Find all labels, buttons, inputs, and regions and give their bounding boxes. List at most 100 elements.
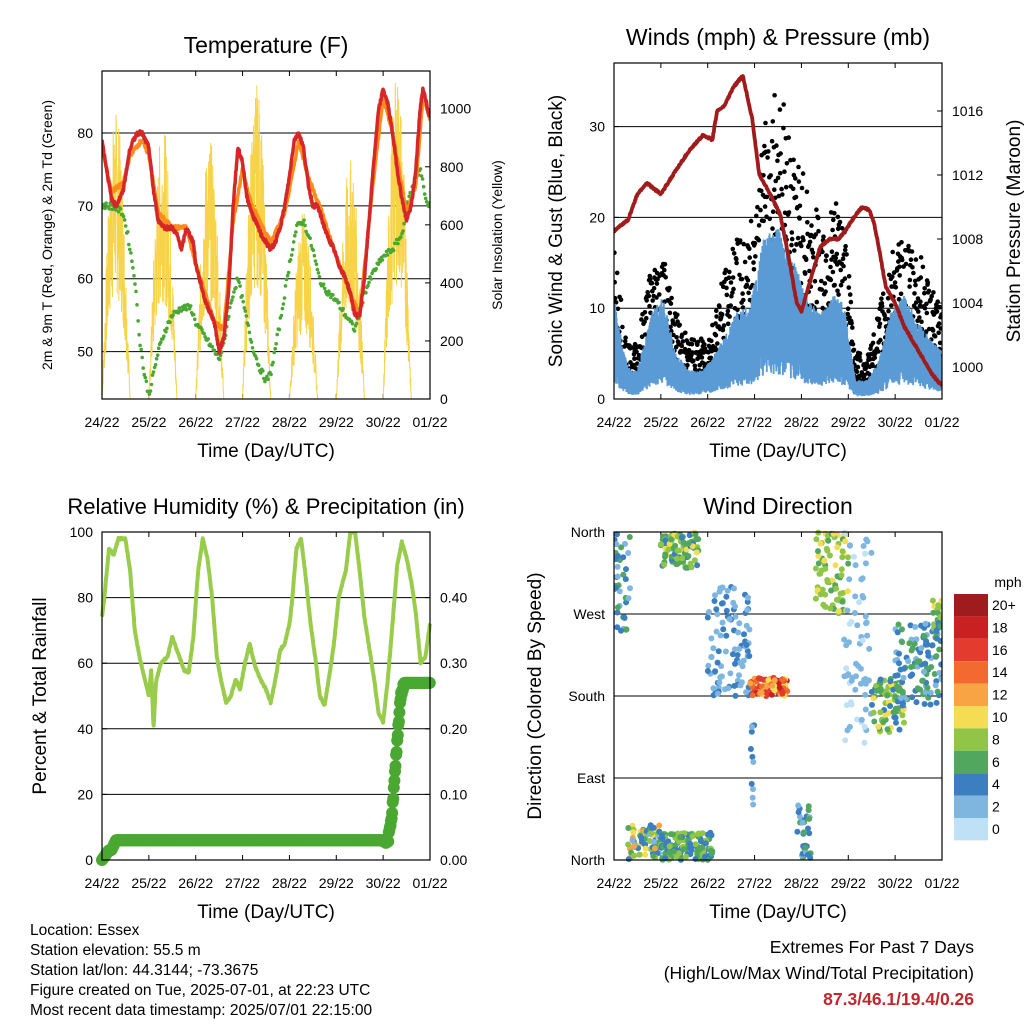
direction-point xyxy=(747,680,754,687)
colorbar-swatch xyxy=(954,683,988,706)
colorbar-label: 10 xyxy=(992,709,1008,725)
gust-point xyxy=(726,275,732,281)
direction-point xyxy=(795,809,802,816)
gust-point xyxy=(642,319,647,325)
gust-point xyxy=(802,271,808,276)
gust-point xyxy=(846,274,852,279)
gust-point xyxy=(797,216,802,221)
y2-axis-label: Solar Insolation (Yellow) xyxy=(489,160,505,310)
gust-point xyxy=(885,296,891,301)
x-axis-label: Time (Day/UTC) xyxy=(197,902,335,923)
dewpoint-point xyxy=(155,353,160,358)
gust-point xyxy=(911,270,916,276)
direction-point xyxy=(862,706,869,713)
dewpoint-point xyxy=(142,372,147,377)
gust-point xyxy=(797,203,803,209)
direction-point xyxy=(704,668,711,674)
gust-point xyxy=(876,316,882,322)
dewpoint-point xyxy=(133,282,137,286)
dewpoint-point xyxy=(249,340,254,344)
direction-point xyxy=(907,673,914,679)
gust-point xyxy=(848,299,854,305)
dewpoint-point xyxy=(161,337,165,341)
y-tick-label: 80 xyxy=(77,590,93,606)
y2-tick-label: 0.20 xyxy=(440,721,467,737)
station-info: Location: Essex Station elevation: 55.5 … xyxy=(30,921,372,1021)
gust-point xyxy=(813,232,818,237)
direction-point xyxy=(905,658,912,665)
direction-point xyxy=(642,845,649,852)
dewpoint-point xyxy=(352,329,357,333)
direction-point xyxy=(916,658,923,665)
gust-point xyxy=(838,267,843,273)
dewpoint-point xyxy=(247,330,252,335)
dewpoint-point xyxy=(302,218,306,222)
gust-point xyxy=(851,347,857,353)
y2-tick-label: 0.00 xyxy=(440,852,467,868)
direction-point xyxy=(806,815,813,822)
direction-point xyxy=(716,588,723,595)
dewpoint-point xyxy=(315,267,320,272)
dewpoint-point xyxy=(238,284,242,288)
dewpoint-point xyxy=(116,210,121,214)
dewpoint-point xyxy=(293,233,297,238)
x-tick-label: 29/22 xyxy=(319,875,354,891)
gust-point xyxy=(709,338,714,344)
direction-point xyxy=(812,595,819,602)
gust-point xyxy=(747,255,752,260)
gust-point xyxy=(922,305,928,311)
direction-point xyxy=(806,830,813,837)
direction-point xyxy=(848,677,855,684)
gust-point xyxy=(615,306,621,312)
gust-point xyxy=(776,193,782,199)
dewpoint-point xyxy=(261,369,265,373)
direction-point xyxy=(827,605,834,612)
direction-point xyxy=(779,690,786,697)
gust-point xyxy=(903,261,909,267)
dewpoint-point xyxy=(427,204,430,209)
direction-point xyxy=(658,541,664,548)
dewpoint-point xyxy=(272,350,277,355)
colorbar-swatch xyxy=(954,795,988,818)
colorbar-swatch xyxy=(954,750,988,774)
direction-point xyxy=(845,671,852,678)
direction-point xyxy=(719,619,726,626)
direction-point xyxy=(844,588,851,595)
dewpoint-point xyxy=(329,295,333,300)
gust-point xyxy=(918,255,924,260)
direction-point xyxy=(920,668,927,675)
gust-point xyxy=(680,339,686,344)
temperature-series xyxy=(102,82,430,399)
gust-point xyxy=(741,297,746,303)
gust-point xyxy=(796,164,801,170)
gust-point xyxy=(734,256,739,262)
direction-point xyxy=(933,627,940,634)
extremes-values: 87.3/46.1/19.4/0.26 xyxy=(823,989,974,1009)
gust-point xyxy=(731,286,736,292)
direction-point xyxy=(842,538,849,545)
gust-point xyxy=(828,264,833,270)
direction-point xyxy=(839,548,846,555)
gust-point xyxy=(614,250,617,255)
direction-point xyxy=(928,664,935,670)
dewpoint-point xyxy=(364,290,368,295)
dewpoint-point xyxy=(139,347,143,352)
x-tick-label: 30/22 xyxy=(878,875,913,891)
gust-point xyxy=(723,267,729,273)
direction-point xyxy=(892,714,899,721)
gust-point xyxy=(717,304,722,310)
dewpoint-point xyxy=(165,326,169,331)
direction-point xyxy=(737,682,744,689)
y-tick-label: 20 xyxy=(589,209,605,225)
panel-title: Temperature (F) xyxy=(184,32,349,58)
gust-point xyxy=(823,258,829,263)
gust-point xyxy=(654,281,660,286)
direction-point xyxy=(844,727,851,734)
direction-point xyxy=(662,553,668,560)
direction-point xyxy=(862,560,869,567)
dewpoint-point xyxy=(244,314,249,318)
gust-point xyxy=(781,125,786,131)
panel-title: Winds (mph) & Pressure (mb) xyxy=(626,24,930,50)
direction-point xyxy=(714,659,721,666)
